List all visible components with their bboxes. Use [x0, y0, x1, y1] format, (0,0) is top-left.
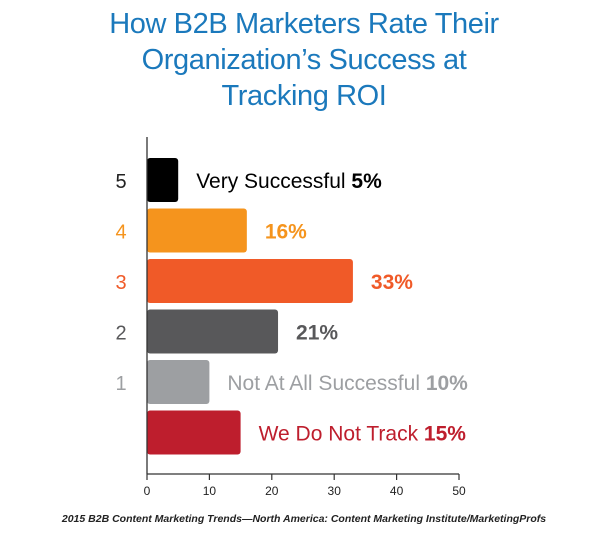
value-label: 10%	[426, 372, 468, 395]
title-line-1: How B2B Marketers Rate Their	[109, 8, 499, 40]
bar	[147, 360, 210, 404]
category-label: 1	[115, 373, 126, 395]
category-label: 2	[115, 323, 126, 345]
category-label: 5	[115, 171, 126, 193]
title-line-3: Tracking ROI	[221, 80, 387, 112]
bar	[147, 208, 247, 253]
data-label: We Do Not Track 15%	[259, 423, 467, 446]
chart-title: How B2B Marketers Rate Their Organizatio…	[0, 6, 608, 114]
bar-text-label: Not At All Successful	[227, 372, 425, 395]
x-tick-label: 20	[265, 484, 279, 498]
value-label: 15%	[424, 423, 466, 446]
x-tick-label: 10	[203, 484, 217, 498]
bar	[147, 410, 241, 455]
value-label: 16%	[265, 221, 307, 244]
data-label: 16%	[265, 221, 307, 244]
category-label: 4	[115, 222, 126, 244]
bar	[147, 309, 279, 354]
bar-text-label: Very Successful	[196, 170, 351, 193]
bar	[147, 259, 353, 303]
x-tick-label: 0	[144, 484, 151, 498]
x-tick-label: 30	[328, 484, 342, 498]
source-note: 2015 B2B Content Marketing Trends—North …	[61, 513, 547, 525]
title-line-2: Organization’s Success at	[141, 44, 467, 76]
bar	[147, 158, 179, 202]
category-label: 3	[115, 272, 126, 294]
bar-text-label: We Do Not Track	[259, 423, 424, 446]
value-label: 33%	[371, 271, 413, 294]
data-label: 21%	[296, 322, 338, 345]
value-label: 21%	[296, 322, 338, 345]
data-label: Not At All Successful 10%	[227, 372, 468, 395]
x-tick-label: 40	[390, 484, 404, 498]
data-label: 33%	[371, 271, 413, 294]
x-tick-label: 50	[452, 484, 466, 498]
value-label: 5%	[351, 170, 382, 193]
data-label: Very Successful 5%	[196, 170, 382, 193]
